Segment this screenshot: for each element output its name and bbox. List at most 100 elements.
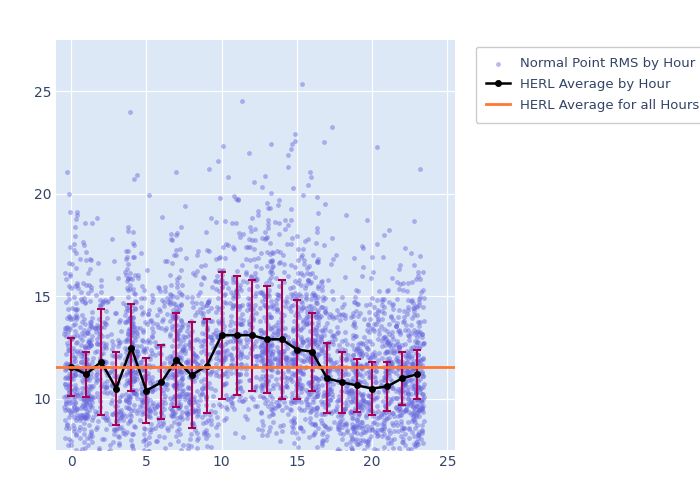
Normal Point RMS by Hour xyxy=(158,341,169,349)
Normal Point RMS by Hour xyxy=(354,370,365,378)
Normal Point RMS by Hour xyxy=(332,424,344,432)
Normal Point RMS by Hour xyxy=(406,376,417,384)
Normal Point RMS by Hour xyxy=(219,340,230,348)
Normal Point RMS by Hour xyxy=(255,392,266,400)
Normal Point RMS by Hour xyxy=(212,318,223,326)
Normal Point RMS by Hour xyxy=(146,385,158,393)
Normal Point RMS by Hour xyxy=(360,411,372,419)
Normal Point RMS by Hour xyxy=(160,444,171,452)
Normal Point RMS by Hour xyxy=(109,402,120,410)
Normal Point RMS by Hour xyxy=(384,339,395,347)
Normal Point RMS by Hour xyxy=(116,424,127,432)
Normal Point RMS by Hour xyxy=(318,340,330,348)
Normal Point RMS by Hour xyxy=(262,356,273,364)
Normal Point RMS by Hour xyxy=(80,300,91,308)
Normal Point RMS by Hour xyxy=(348,254,359,262)
Normal Point RMS by Hour xyxy=(352,398,363,406)
Normal Point RMS by Hour xyxy=(197,341,209,349)
Normal Point RMS by Hour xyxy=(256,329,267,337)
Normal Point RMS by Hour xyxy=(400,388,411,396)
Normal Point RMS by Hour xyxy=(122,226,134,234)
Normal Point RMS by Hour xyxy=(176,376,188,384)
Normal Point RMS by Hour xyxy=(315,336,326,344)
Normal Point RMS by Hour xyxy=(337,430,349,438)
Normal Point RMS by Hour xyxy=(122,223,134,231)
Normal Point RMS by Hour xyxy=(99,360,110,368)
Normal Point RMS by Hour xyxy=(350,298,361,306)
Normal Point RMS by Hour xyxy=(183,407,195,415)
Normal Point RMS by Hour xyxy=(333,370,344,378)
Normal Point RMS by Hour xyxy=(382,337,393,345)
Normal Point RMS by Hour xyxy=(122,260,133,268)
Normal Point RMS by Hour xyxy=(173,395,184,403)
HERL Average by Hour xyxy=(158,380,166,386)
Normal Point RMS by Hour xyxy=(64,374,75,382)
Normal Point RMS by Hour xyxy=(100,340,111,348)
Normal Point RMS by Hour xyxy=(230,288,241,296)
Normal Point RMS by Hour xyxy=(349,361,360,369)
Normal Point RMS by Hour xyxy=(87,364,98,372)
Normal Point RMS by Hour xyxy=(372,448,383,456)
Normal Point RMS by Hour xyxy=(122,317,133,325)
Normal Point RMS by Hour xyxy=(120,302,131,310)
Normal Point RMS by Hour xyxy=(320,358,331,366)
Normal Point RMS by Hour xyxy=(304,414,316,422)
Normal Point RMS by Hour xyxy=(316,440,327,448)
Normal Point RMS by Hour xyxy=(256,408,267,416)
Normal Point RMS by Hour xyxy=(412,362,423,370)
Normal Point RMS by Hour xyxy=(216,276,228,284)
Normal Point RMS by Hour xyxy=(346,444,357,452)
Normal Point RMS by Hour xyxy=(257,348,268,356)
Normal Point RMS by Hour xyxy=(132,394,143,402)
Normal Point RMS by Hour xyxy=(124,392,135,400)
Normal Point RMS by Hour xyxy=(260,349,271,357)
Normal Point RMS by Hour xyxy=(60,359,71,367)
Normal Point RMS by Hour xyxy=(153,366,164,374)
Normal Point RMS by Hour xyxy=(399,424,410,432)
Normal Point RMS by Hour xyxy=(84,324,95,332)
Normal Point RMS by Hour xyxy=(346,430,357,438)
Normal Point RMS by Hour xyxy=(289,346,300,354)
Normal Point RMS by Hour xyxy=(173,326,184,334)
Normal Point RMS by Hour xyxy=(263,286,274,294)
Normal Point RMS by Hour xyxy=(236,348,247,356)
Normal Point RMS by Hour xyxy=(117,426,128,434)
Normal Point RMS by Hour xyxy=(279,393,290,401)
Normal Point RMS by Hour xyxy=(260,336,271,344)
Normal Point RMS by Hour xyxy=(282,367,293,375)
Normal Point RMS by Hour xyxy=(188,398,199,406)
Normal Point RMS by Hour xyxy=(77,310,88,318)
Normal Point RMS by Hour xyxy=(298,271,309,279)
Normal Point RMS by Hour xyxy=(394,400,405,407)
Normal Point RMS by Hour xyxy=(169,394,180,402)
Normal Point RMS by Hour xyxy=(65,398,76,406)
Normal Point RMS by Hour xyxy=(316,438,328,446)
Normal Point RMS by Hour xyxy=(181,326,193,334)
Normal Point RMS by Hour xyxy=(362,320,373,328)
Normal Point RMS by Hour xyxy=(412,338,423,346)
Normal Point RMS by Hour xyxy=(337,407,349,415)
Normal Point RMS by Hour xyxy=(391,337,402,345)
Normal Point RMS by Hour xyxy=(91,346,102,354)
Normal Point RMS by Hour xyxy=(202,369,213,377)
Normal Point RMS by Hour xyxy=(379,382,390,390)
Normal Point RMS by Hour xyxy=(349,362,360,370)
Normal Point RMS by Hour xyxy=(170,382,181,390)
Normal Point RMS by Hour xyxy=(223,242,234,250)
Normal Point RMS by Hour xyxy=(370,409,381,417)
Normal Point RMS by Hour xyxy=(186,293,197,301)
Normal Point RMS by Hour xyxy=(129,304,140,312)
Normal Point RMS by Hour xyxy=(246,310,258,318)
Normal Point RMS by Hour xyxy=(71,414,83,422)
Normal Point RMS by Hour xyxy=(398,286,409,294)
Normal Point RMS by Hour xyxy=(382,338,393,346)
Normal Point RMS by Hour xyxy=(258,392,269,400)
Normal Point RMS by Hour xyxy=(80,400,92,408)
Normal Point RMS by Hour xyxy=(273,336,284,344)
Normal Point RMS by Hour xyxy=(195,348,206,356)
Normal Point RMS by Hour xyxy=(302,379,314,387)
Normal Point RMS by Hour xyxy=(242,300,253,308)
Normal Point RMS by Hour xyxy=(170,408,181,416)
Normal Point RMS by Hour xyxy=(363,436,374,444)
Normal Point RMS by Hour xyxy=(405,396,416,404)
